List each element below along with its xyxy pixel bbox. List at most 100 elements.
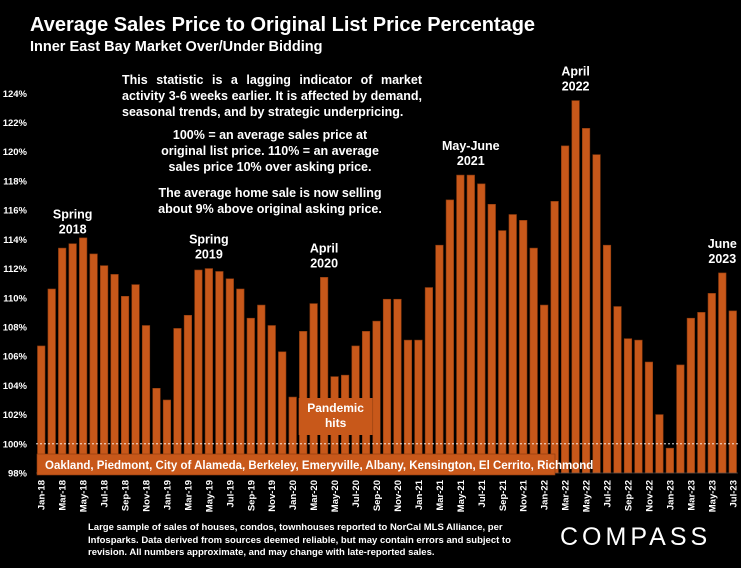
x-tick-label: Sep-20 bbox=[372, 480, 383, 511]
pandemic-label: Pandemic bbox=[307, 401, 364, 415]
bar bbox=[466, 174, 475, 474]
x-tick-label: Mar-21 bbox=[435, 479, 446, 510]
y-tick-label: 104% bbox=[3, 381, 28, 392]
y-tick-label: 106% bbox=[3, 352, 28, 363]
bar bbox=[613, 306, 622, 474]
bar bbox=[120, 295, 130, 474]
x-tick-label: Mar-18 bbox=[58, 480, 69, 511]
bar bbox=[707, 293, 716, 474]
bar bbox=[382, 298, 392, 474]
x-tick-label: Nov-21 bbox=[519, 479, 530, 511]
bar bbox=[194, 269, 203, 474]
bar bbox=[728, 310, 737, 474]
y-tick-label: 112% bbox=[3, 264, 27, 275]
bar bbox=[257, 304, 266, 474]
y-tick-label: 120% bbox=[3, 147, 28, 158]
x-tick-label: Jul-21 bbox=[477, 479, 488, 507]
compass-logo: COMPASS bbox=[560, 523, 712, 551]
bar bbox=[592, 154, 601, 474]
x-tick-label: Jul-23 bbox=[728, 480, 739, 507]
footer-disclaimer: Large sample of sales of houses, condos,… bbox=[88, 522, 511, 558]
bar bbox=[697, 312, 706, 474]
bar bbox=[571, 100, 580, 474]
region-label: Oakland, Piedmont, City of Alameda, Berk… bbox=[45, 460, 593, 472]
bar bbox=[110, 274, 119, 474]
peak-annotation: 2018 bbox=[59, 223, 87, 237]
bar bbox=[487, 203, 496, 474]
x-tick-label: Jan-22 bbox=[540, 480, 551, 510]
x-tick-label: May-22 bbox=[582, 480, 593, 512]
bar bbox=[456, 174, 465, 474]
x-tick-label: Mar-22 bbox=[561, 480, 572, 511]
bar bbox=[676, 364, 685, 474]
x-tick-label: Sep-22 bbox=[623, 480, 634, 511]
bar bbox=[414, 339, 423, 474]
peak-annotation: Spring bbox=[189, 233, 229, 247]
peak-annotation: 2020 bbox=[310, 256, 338, 270]
bar bbox=[477, 183, 486, 474]
x-tick-label: Jul-18 bbox=[100, 480, 111, 507]
definition-note: 100% = an average sales price at origina… bbox=[161, 128, 379, 174]
y-tick-label: 124% bbox=[3, 89, 28, 100]
bar bbox=[529, 247, 538, 474]
bar bbox=[100, 265, 109, 474]
bar bbox=[204, 268, 213, 474]
bar bbox=[634, 339, 643, 474]
x-tick-label: May-21 bbox=[456, 479, 467, 512]
bar bbox=[79, 237, 88, 474]
bar bbox=[89, 253, 98, 474]
bar bbox=[445, 199, 454, 474]
bar bbox=[623, 338, 633, 474]
bar bbox=[561, 145, 570, 474]
bar bbox=[183, 314, 192, 474]
x-tick-label: Nov-22 bbox=[644, 480, 655, 512]
current-selling-note: The average home sale is now selling abo… bbox=[158, 186, 382, 216]
peak-annotation: May-June bbox=[442, 139, 500, 153]
x-tick-label: Sep-21 bbox=[498, 479, 509, 511]
x-tick-label: May-19 bbox=[204, 480, 215, 512]
peak-annotation: 2023 bbox=[708, 252, 736, 266]
bar bbox=[47, 288, 56, 474]
y-tick-label: 108% bbox=[3, 322, 28, 333]
region-banner bbox=[36, 453, 556, 476]
bar bbox=[644, 361, 654, 474]
x-tick-label: Jul-20 bbox=[351, 480, 362, 507]
bar bbox=[131, 284, 140, 474]
y-tick-label: 114% bbox=[3, 235, 27, 246]
x-tick-label: Nov-19 bbox=[267, 480, 278, 512]
peak-annotation: June bbox=[708, 237, 737, 251]
x-tick-label: Nov-18 bbox=[142, 480, 153, 512]
y-tick-label: 116% bbox=[3, 206, 27, 217]
x-tick-label: Jan-19 bbox=[162, 480, 173, 510]
x-tick-label: Nov-20 bbox=[393, 480, 404, 512]
x-tick-label: Jan-23 bbox=[665, 480, 676, 510]
x-tick-label: Jan-20 bbox=[288, 480, 299, 510]
lagging-indicator-note: This statistic is a lagging indicator of… bbox=[122, 73, 422, 119]
bar bbox=[508, 214, 517, 474]
bar bbox=[403, 339, 413, 474]
bar bbox=[215, 271, 224, 474]
y-tick-label: 122% bbox=[3, 118, 28, 129]
x-tick-label: Jan-18 bbox=[37, 480, 48, 510]
pandemic-label: hits bbox=[325, 416, 347, 430]
peak-annotation: 2019 bbox=[195, 248, 223, 262]
bar bbox=[519, 220, 528, 474]
bar bbox=[309, 303, 318, 474]
peak-annotation: April bbox=[561, 65, 589, 79]
chart-title: Average Sales Price to Original List Pri… bbox=[30, 14, 536, 36]
pandemic-label-box bbox=[298, 398, 373, 435]
x-tick-label: Mar-20 bbox=[309, 480, 320, 511]
peak-annotation: 2021 bbox=[457, 154, 485, 168]
x-tick-label: Sep-18 bbox=[121, 480, 132, 511]
bar bbox=[393, 298, 402, 474]
bar bbox=[540, 304, 549, 474]
bar bbox=[665, 447, 674, 474]
x-tick-label: May-23 bbox=[707, 480, 718, 512]
bar bbox=[602, 244, 612, 474]
x-tick-label: Mar-23 bbox=[686, 480, 697, 511]
bar bbox=[686, 317, 695, 474]
y-tick-label: 110% bbox=[3, 293, 27, 304]
y-tick-label: 100% bbox=[3, 439, 28, 450]
x-tick-label: Jul-19 bbox=[225, 480, 236, 507]
